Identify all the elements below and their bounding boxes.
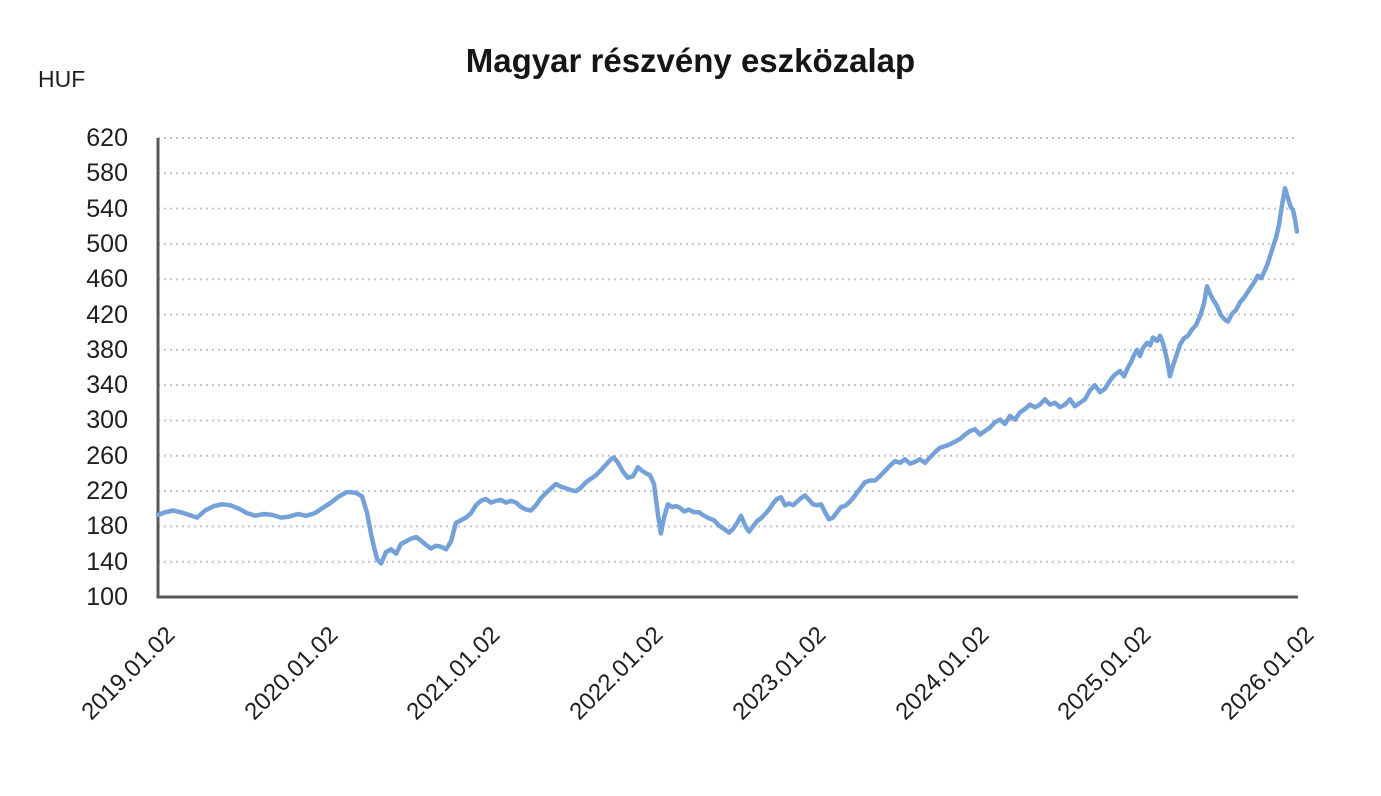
y-axis-tick-label: 620: [86, 124, 128, 152]
y-axis-tick-label: 100: [86, 583, 128, 611]
chart-title: Magyar részvény eszközalap: [465, 42, 916, 79]
y-axis-tick-label: 420: [86, 300, 128, 329]
y-axis-tick-label: 540: [86, 194, 128, 223]
price-line: [155, 186, 1300, 566]
y-axis-tick-label: 260: [86, 441, 128, 470]
y-axis-tick-label: 580: [86, 159, 128, 188]
chart-canvas: [155, 137, 1300, 599]
y-axis-tick-label: 220: [86, 477, 128, 506]
y-axis-unit-label: HUF: [38, 66, 86, 92]
y-axis-tick-label: 460: [86, 265, 128, 294]
y-axis-tick-label: 380: [86, 335, 128, 364]
y-axis-tick-label: 180: [86, 512, 128, 541]
y-axis-tick-label: 340: [86, 371, 128, 400]
chart-page: HUF Magyar részvény eszközalap 620 580 540…: [38, 42, 1320, 726]
y-axis-tick-label: 140: [86, 547, 128, 576]
y-axis-tick-label: 300: [86, 406, 128, 435]
y-axis-tick-label: 500: [86, 229, 128, 258]
